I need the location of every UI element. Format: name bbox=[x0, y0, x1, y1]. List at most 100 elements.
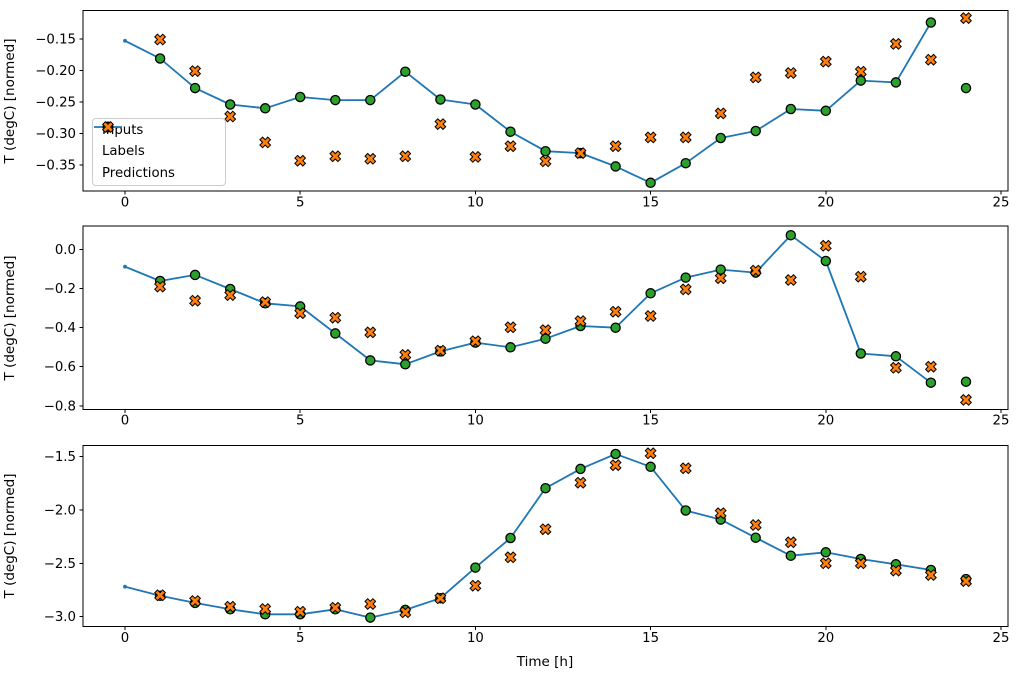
label-marker bbox=[890, 77, 902, 88]
prediction-marker bbox=[959, 575, 973, 588]
predictions-series bbox=[154, 447, 973, 619]
prediction-marker bbox=[644, 309, 657, 323]
ylabel-subplot-1: T (degC) [normed] bbox=[2, 38, 18, 164]
prediction-marker bbox=[714, 107, 727, 120]
prediction-marker bbox=[154, 589, 167, 602]
label-marker bbox=[610, 322, 621, 333]
prediction-marker bbox=[539, 324, 552, 337]
prediction-marker bbox=[469, 335, 482, 348]
prediction-marker bbox=[609, 140, 622, 153]
label-marker bbox=[785, 103, 797, 115]
prediction-marker bbox=[154, 33, 167, 46]
legend-label-predictions: Predictions bbox=[102, 165, 175, 181]
y-tick-label: −0.8 bbox=[44, 399, 76, 414]
x-tick-label: 5 bbox=[296, 414, 304, 429]
prediction-marker bbox=[329, 601, 342, 614]
prediction-marker bbox=[504, 321, 517, 334]
prediction-marker bbox=[889, 361, 902, 374]
label-marker bbox=[505, 342, 516, 353]
prediction-marker bbox=[924, 360, 937, 373]
prediction-marker bbox=[609, 305, 622, 318]
prediction-marker bbox=[469, 150, 482, 163]
prediction-marker bbox=[399, 348, 412, 361]
x-tick-label: 0 bbox=[121, 195, 129, 210]
label-marker bbox=[365, 355, 376, 366]
inputs-point bbox=[123, 584, 127, 589]
prediction-marker bbox=[644, 447, 657, 460]
axes-frame bbox=[82, 445, 1009, 628]
label-marker bbox=[960, 376, 972, 387]
subplot-3: 0 5 10 15 20 25 −1.5 −2.0 −2.5 −3.0 bbox=[44, 445, 1009, 646]
y-tick-label: −0.6 bbox=[44, 360, 76, 375]
x-tick-label: 10 bbox=[467, 195, 484, 210]
predictions-x-icon bbox=[101, 120, 115, 134]
label-marker bbox=[505, 126, 516, 137]
axes-frame bbox=[82, 10, 1009, 192]
legend: Inputs Labels Predictions bbox=[92, 118, 226, 186]
prediction-marker bbox=[294, 605, 307, 618]
prediction-marker bbox=[539, 155, 552, 168]
label-marker bbox=[715, 132, 726, 144]
prediction-marker bbox=[574, 476, 587, 489]
labels-series bbox=[154, 448, 972, 623]
prediction-marker bbox=[784, 66, 797, 80]
prediction-marker bbox=[539, 523, 552, 536]
label-marker bbox=[820, 105, 832, 117]
label-marker bbox=[610, 161, 621, 172]
y-tick-label: −3.0 bbox=[44, 610, 76, 625]
labels-series bbox=[154, 17, 972, 189]
axes-frame bbox=[82, 225, 1009, 410]
prediction-marker bbox=[504, 140, 517, 153]
predictions-series bbox=[154, 239, 973, 406]
label-marker bbox=[680, 505, 691, 516]
prediction-marker bbox=[889, 564, 902, 577]
y-tick-label: −1.5 bbox=[44, 450, 76, 465]
label-marker bbox=[189, 82, 201, 94]
prediction-marker bbox=[784, 536, 797, 549]
inputs-point bbox=[123, 38, 127, 43]
label-marker bbox=[855, 348, 867, 359]
label-marker bbox=[750, 532, 761, 543]
subplot-1: 0 5 10 15 20 25 −0.15 −0.20 −0.25 −0.30 −0.35 bbox=[35, 10, 1009, 210]
label-marker bbox=[785, 229, 797, 241]
label-marker bbox=[505, 532, 516, 544]
ylabel-subplot-3: T (degC) [normed] bbox=[2, 473, 18, 599]
prediction-marker bbox=[189, 294, 202, 307]
label-marker bbox=[294, 91, 306, 103]
prediction-marker bbox=[504, 551, 517, 564]
label-marker bbox=[680, 157, 691, 169]
label-marker bbox=[470, 99, 481, 110]
label-marker bbox=[645, 288, 656, 299]
prediction-marker bbox=[959, 393, 973, 406]
prediction-marker bbox=[399, 606, 412, 619]
label-marker bbox=[400, 359, 411, 370]
prediction-marker bbox=[329, 150, 342, 163]
prediction-marker bbox=[189, 594, 202, 608]
prediction-marker bbox=[294, 307, 307, 320]
subplot-2: 0 5 10 15 20 25 0.0 −0.2 −0.4 −0.6 −0.8 bbox=[44, 225, 1009, 429]
label-marker bbox=[540, 145, 551, 157]
prediction-marker bbox=[749, 71, 762, 84]
x-tick-label: 0 bbox=[121, 414, 129, 429]
label-marker bbox=[154, 53, 166, 64]
y-tick-label: −0.25 bbox=[35, 96, 76, 111]
y-tick-label: −0.35 bbox=[35, 159, 76, 174]
x-tick-label: 20 bbox=[817, 414, 834, 429]
label-marker bbox=[890, 351, 902, 362]
inputs-point bbox=[123, 264, 127, 269]
prediction-marker bbox=[224, 600, 237, 613]
legend-label-labels: Labels bbox=[102, 144, 145, 160]
label-marker bbox=[400, 66, 411, 77]
inputs-series bbox=[123, 20, 933, 185]
inputs-line bbox=[124, 234, 932, 384]
prediction-marker bbox=[189, 65, 202, 78]
inputs-series bbox=[123, 233, 933, 385]
prediction-marker bbox=[329, 311, 342, 324]
prediction-marker bbox=[819, 557, 832, 570]
ylabel-subplot-2: T (degC) [normed] bbox=[2, 255, 18, 381]
label-marker bbox=[224, 99, 236, 110]
y-tick-label: −0.20 bbox=[35, 64, 76, 79]
label-marker bbox=[189, 269, 201, 281]
inputs-line bbox=[124, 453, 932, 619]
